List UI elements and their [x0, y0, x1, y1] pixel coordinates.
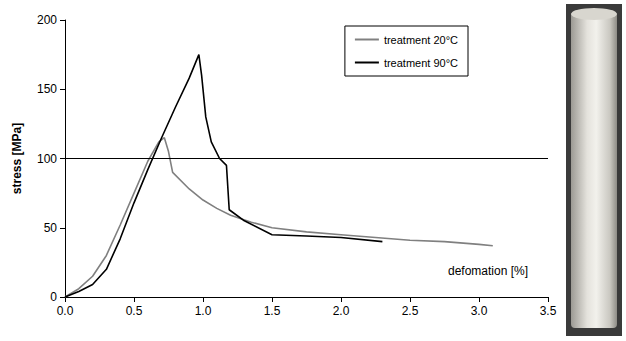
svg-text:2.5: 2.5 — [402, 304, 419, 318]
svg-text:treatment 20°C: treatment 20°C — [384, 34, 458, 46]
svg-text:150: 150 — [37, 82, 57, 96]
svg-text:2.0: 2.0 — [333, 304, 350, 318]
svg-text:defomation [%]: defomation [%] — [448, 264, 528, 278]
svg-text:0: 0 — [50, 290, 57, 304]
svg-text:treatment 90°C: treatment 90°C — [384, 57, 458, 69]
svg-text:3.0: 3.0 — [471, 304, 488, 318]
svg-text:100: 100 — [37, 152, 57, 166]
svg-text:stress [MPa]: stress [MPa] — [10, 123, 24, 194]
svg-text:3.5: 3.5 — [540, 304, 557, 318]
svg-text:50: 50 — [44, 221, 58, 235]
svg-text:0.5: 0.5 — [126, 304, 143, 318]
svg-text:1.5: 1.5 — [264, 304, 281, 318]
svg-text:200: 200 — [37, 13, 57, 27]
svg-text:1.0: 1.0 — [195, 304, 212, 318]
svg-text:0.0: 0.0 — [57, 304, 74, 318]
